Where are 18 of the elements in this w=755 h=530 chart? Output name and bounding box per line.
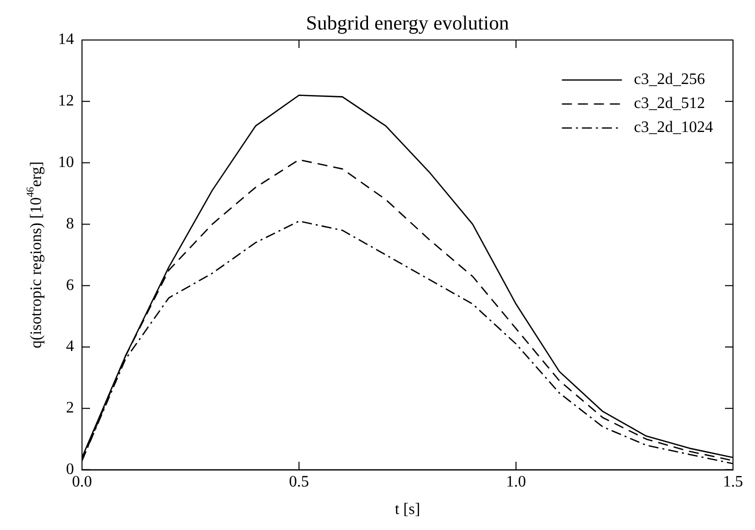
x-tick-label: 1.5 bbox=[723, 474, 743, 491]
legend-label: c3_2d_1024 bbox=[634, 119, 714, 136]
x-tick-label: 1.0 bbox=[506, 474, 526, 491]
x-tick-label: 0.5 bbox=[289, 474, 309, 491]
x-axis-title: t [s] bbox=[394, 501, 420, 518]
y-tick-label: 0 bbox=[66, 461, 74, 478]
y-tick-label: 4 bbox=[66, 338, 74, 356]
chart-title: Subgrid energy evolution bbox=[306, 12, 509, 34]
legend-label: c3_2d_256 bbox=[634, 71, 706, 88]
y-tick-label: 12 bbox=[58, 92, 74, 110]
y-tick-label: 14 bbox=[58, 31, 74, 48]
x-tick-label: 0.0 bbox=[72, 474, 92, 491]
legend-label: c3_2d_512 bbox=[634, 95, 706, 112]
y-tick-label: 10 bbox=[58, 154, 74, 172]
y-tick-label: 6 bbox=[66, 276, 74, 294]
y-tick-label: 8 bbox=[66, 215, 74, 232]
y-tick-label: 2 bbox=[66, 400, 74, 417]
y-axis-title: q(isotropic regions) [1046erg] bbox=[25, 161, 46, 348]
